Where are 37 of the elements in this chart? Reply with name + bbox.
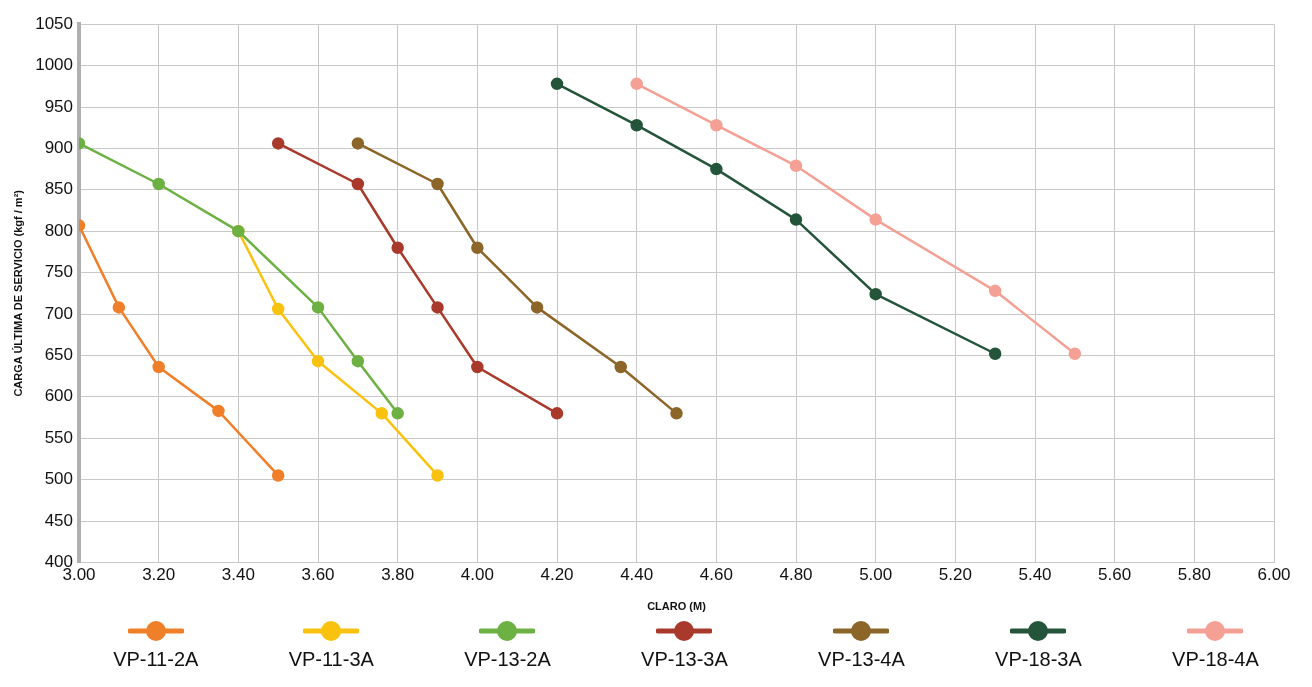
- y-tick-label: 750: [44, 262, 74, 282]
- y-tick-label: 550: [44, 427, 74, 447]
- x-tick-label: 3.20: [142, 565, 176, 585]
- legend-label: VP-13-2A: [464, 648, 551, 671]
- legend-label: VP-11-3A: [288, 648, 374, 671]
- y-tick-label: 850: [44, 179, 74, 199]
- x-tick-label: 3.80: [381, 565, 415, 585]
- x-tick-label: 5.00: [859, 565, 893, 585]
- y-tick-label: 700: [44, 303, 74, 323]
- x-tick-label: 4.60: [699, 565, 733, 585]
- legend-label: VP-18-4A: [1172, 648, 1259, 671]
- y-tick-label: 600: [44, 386, 74, 406]
- x-tick-label: 3.60: [301, 565, 335, 585]
- x-tick-label: 6.00: [1257, 565, 1291, 585]
- y-axis-title: CARGA ÚLTIMA DE SERVICIO (kgf / m²): [11, 189, 24, 397]
- legend-label: VP-18-3A: [995, 648, 1082, 671]
- x-tick-label: 5.20: [938, 565, 972, 585]
- legend-label: VP-13-3A: [641, 648, 728, 671]
- x-tick-label: 5.60: [1098, 565, 1132, 585]
- y-tick-label: 800: [44, 220, 74, 240]
- y-tick-label: 450: [44, 510, 74, 530]
- legend-label: VP-13-4A: [818, 648, 905, 671]
- x-tick-label: 5.40: [1018, 565, 1052, 585]
- x-tick-label: 4.20: [540, 565, 574, 585]
- x-axis-title: CLARO (M): [647, 600, 707, 613]
- y-tick-label: 650: [44, 345, 74, 365]
- y-tick-label: 500: [44, 469, 74, 489]
- x-tick-label: 4.80: [779, 565, 813, 585]
- y-tick-label: 900: [44, 138, 74, 158]
- legend-label: VP-11-2A: [113, 648, 199, 671]
- y-tick-label: 950: [44, 96, 74, 116]
- x-tick-label: 4.40: [620, 565, 654, 585]
- y-tick-label: 1050: [35, 13, 74, 33]
- y-tick-label: 1000: [35, 55, 74, 75]
- x-tick-label: 5.80: [1177, 565, 1211, 585]
- x-tick-label: 3.40: [221, 565, 255, 585]
- x-tick-label: 4.00: [460, 565, 494, 585]
